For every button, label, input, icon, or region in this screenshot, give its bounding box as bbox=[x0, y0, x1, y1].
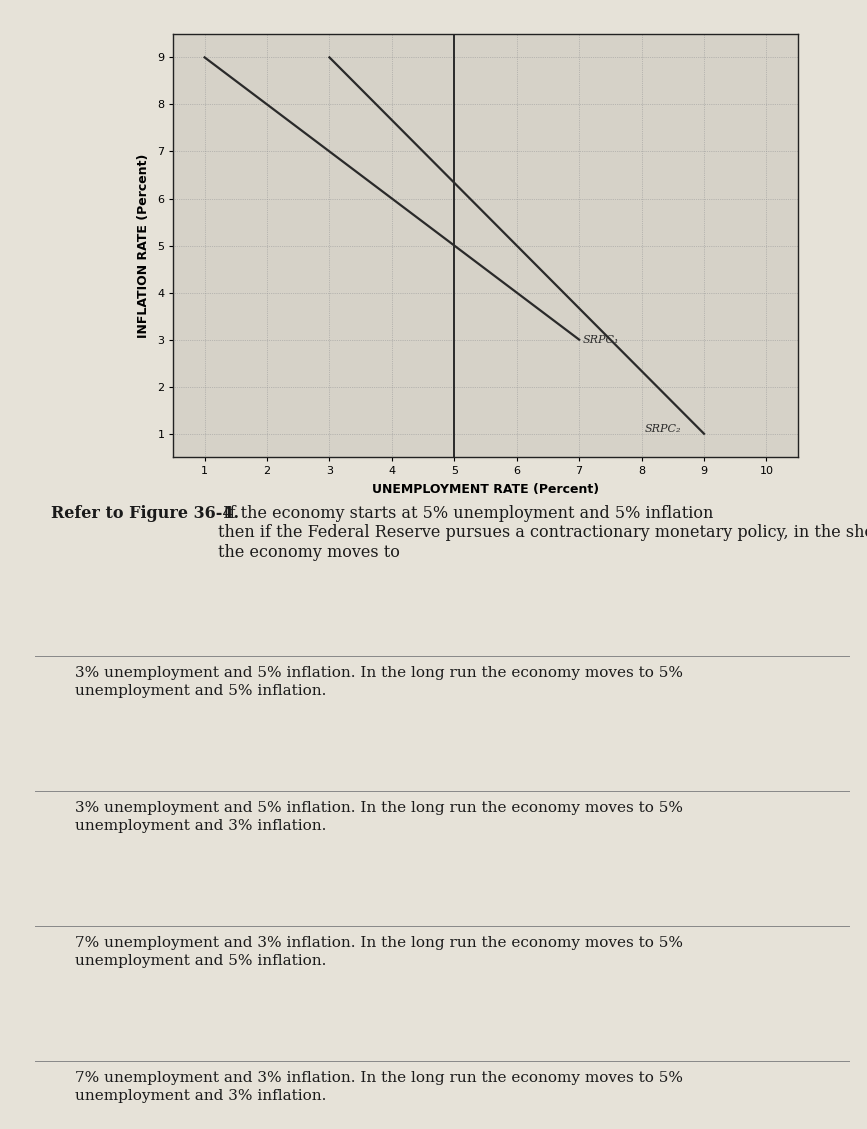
Text: 3% unemployment and 5% inflation. In the long run the economy moves to 5%
unempl: 3% unemployment and 5% inflation. In the… bbox=[75, 666, 683, 698]
X-axis label: UNEMPLOYMENT RATE (Percent): UNEMPLOYMENT RATE (Percent) bbox=[372, 483, 599, 497]
Y-axis label: INFLATION RATE (Percent): INFLATION RATE (Percent) bbox=[137, 154, 150, 338]
Text: SRPC₁: SRPC₁ bbox=[583, 334, 619, 344]
Text: 3% unemployment and 5% inflation. In the long run the economy moves to 5%
unempl: 3% unemployment and 5% inflation. In the… bbox=[75, 800, 683, 833]
Text: If the economy starts at 5% unemployment and 5% inflation
then if the Federal Re: If the economy starts at 5% unemployment… bbox=[218, 505, 867, 561]
Text: Refer to Figure 36-4.: Refer to Figure 36-4. bbox=[51, 505, 239, 522]
Text: 7% unemployment and 3% inflation. In the long run the economy moves to 5%
unempl: 7% unemployment and 3% inflation. In the… bbox=[75, 1071, 683, 1103]
Text: SRPC₂: SRPC₂ bbox=[645, 425, 681, 434]
Text: 7% unemployment and 3% inflation. In the long run the economy moves to 5%
unempl: 7% unemployment and 3% inflation. In the… bbox=[75, 936, 683, 969]
